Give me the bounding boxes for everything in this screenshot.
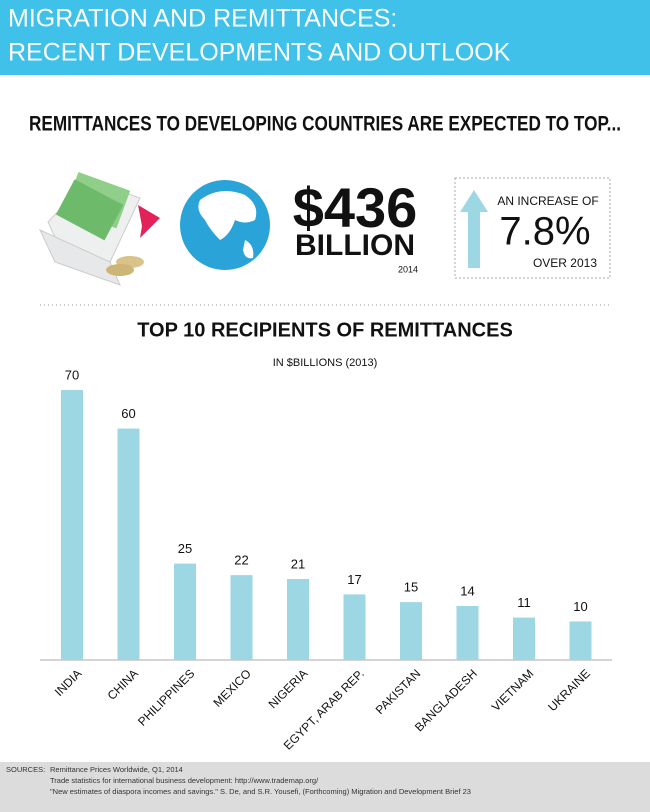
source: "New estimates of diaspora incomes and s… [50,787,471,796]
bar [287,579,309,660]
value-label: 15 [404,580,418,595]
amount: $436 [293,176,418,239]
bar [400,602,422,660]
sources-band [0,762,650,812]
bar [343,594,366,660]
value-label: 21 [291,556,305,571]
header-band [0,0,650,75]
header-title: MIGRATION AND REMITTANCES: [8,5,397,33]
bar [456,606,479,660]
value-label: 14 [460,583,474,598]
globe-icon [180,180,270,270]
source: Remittance Prices Worldwide, Q1, 2014 [50,765,183,774]
increase-box [454,177,611,279]
bar [513,617,535,660]
increase-base: OVER 2013 [533,256,597,270]
value-label: 70 [65,367,79,382]
up-arrow [460,190,488,268]
bar [61,390,83,660]
value-label: 11 [517,595,531,610]
bar [230,575,253,660]
money-icon [38,171,160,286]
value-label: 17 [347,572,361,587]
bar [117,428,140,660]
year: 2014 [398,264,418,274]
unit: BILLION [295,229,415,262]
increase-value: 7.8% [499,210,590,254]
header-title: RECENT DEVELOPMENTS AND OUTLOOK [8,39,511,67]
value-label: 22 [234,553,248,568]
bar [174,563,196,660]
chart-subtitle: IN $BILLIONS (2013) [273,357,378,369]
headline: REMITTANCES TO DEVELOPING COUNTRIES ARE … [29,113,621,136]
value-label: 10 [573,599,587,614]
chart-title: TOP 10 RECIPIENTS OF REMITTANCES [137,319,513,341]
increase-label: AN INCREASE OF [497,194,598,208]
source: Trade statistics for international busin… [50,776,319,785]
bar [569,621,592,660]
value-label: 60 [121,406,135,421]
sources-label: SOURCES: [6,765,45,774]
value-label: 25 [178,541,192,556]
